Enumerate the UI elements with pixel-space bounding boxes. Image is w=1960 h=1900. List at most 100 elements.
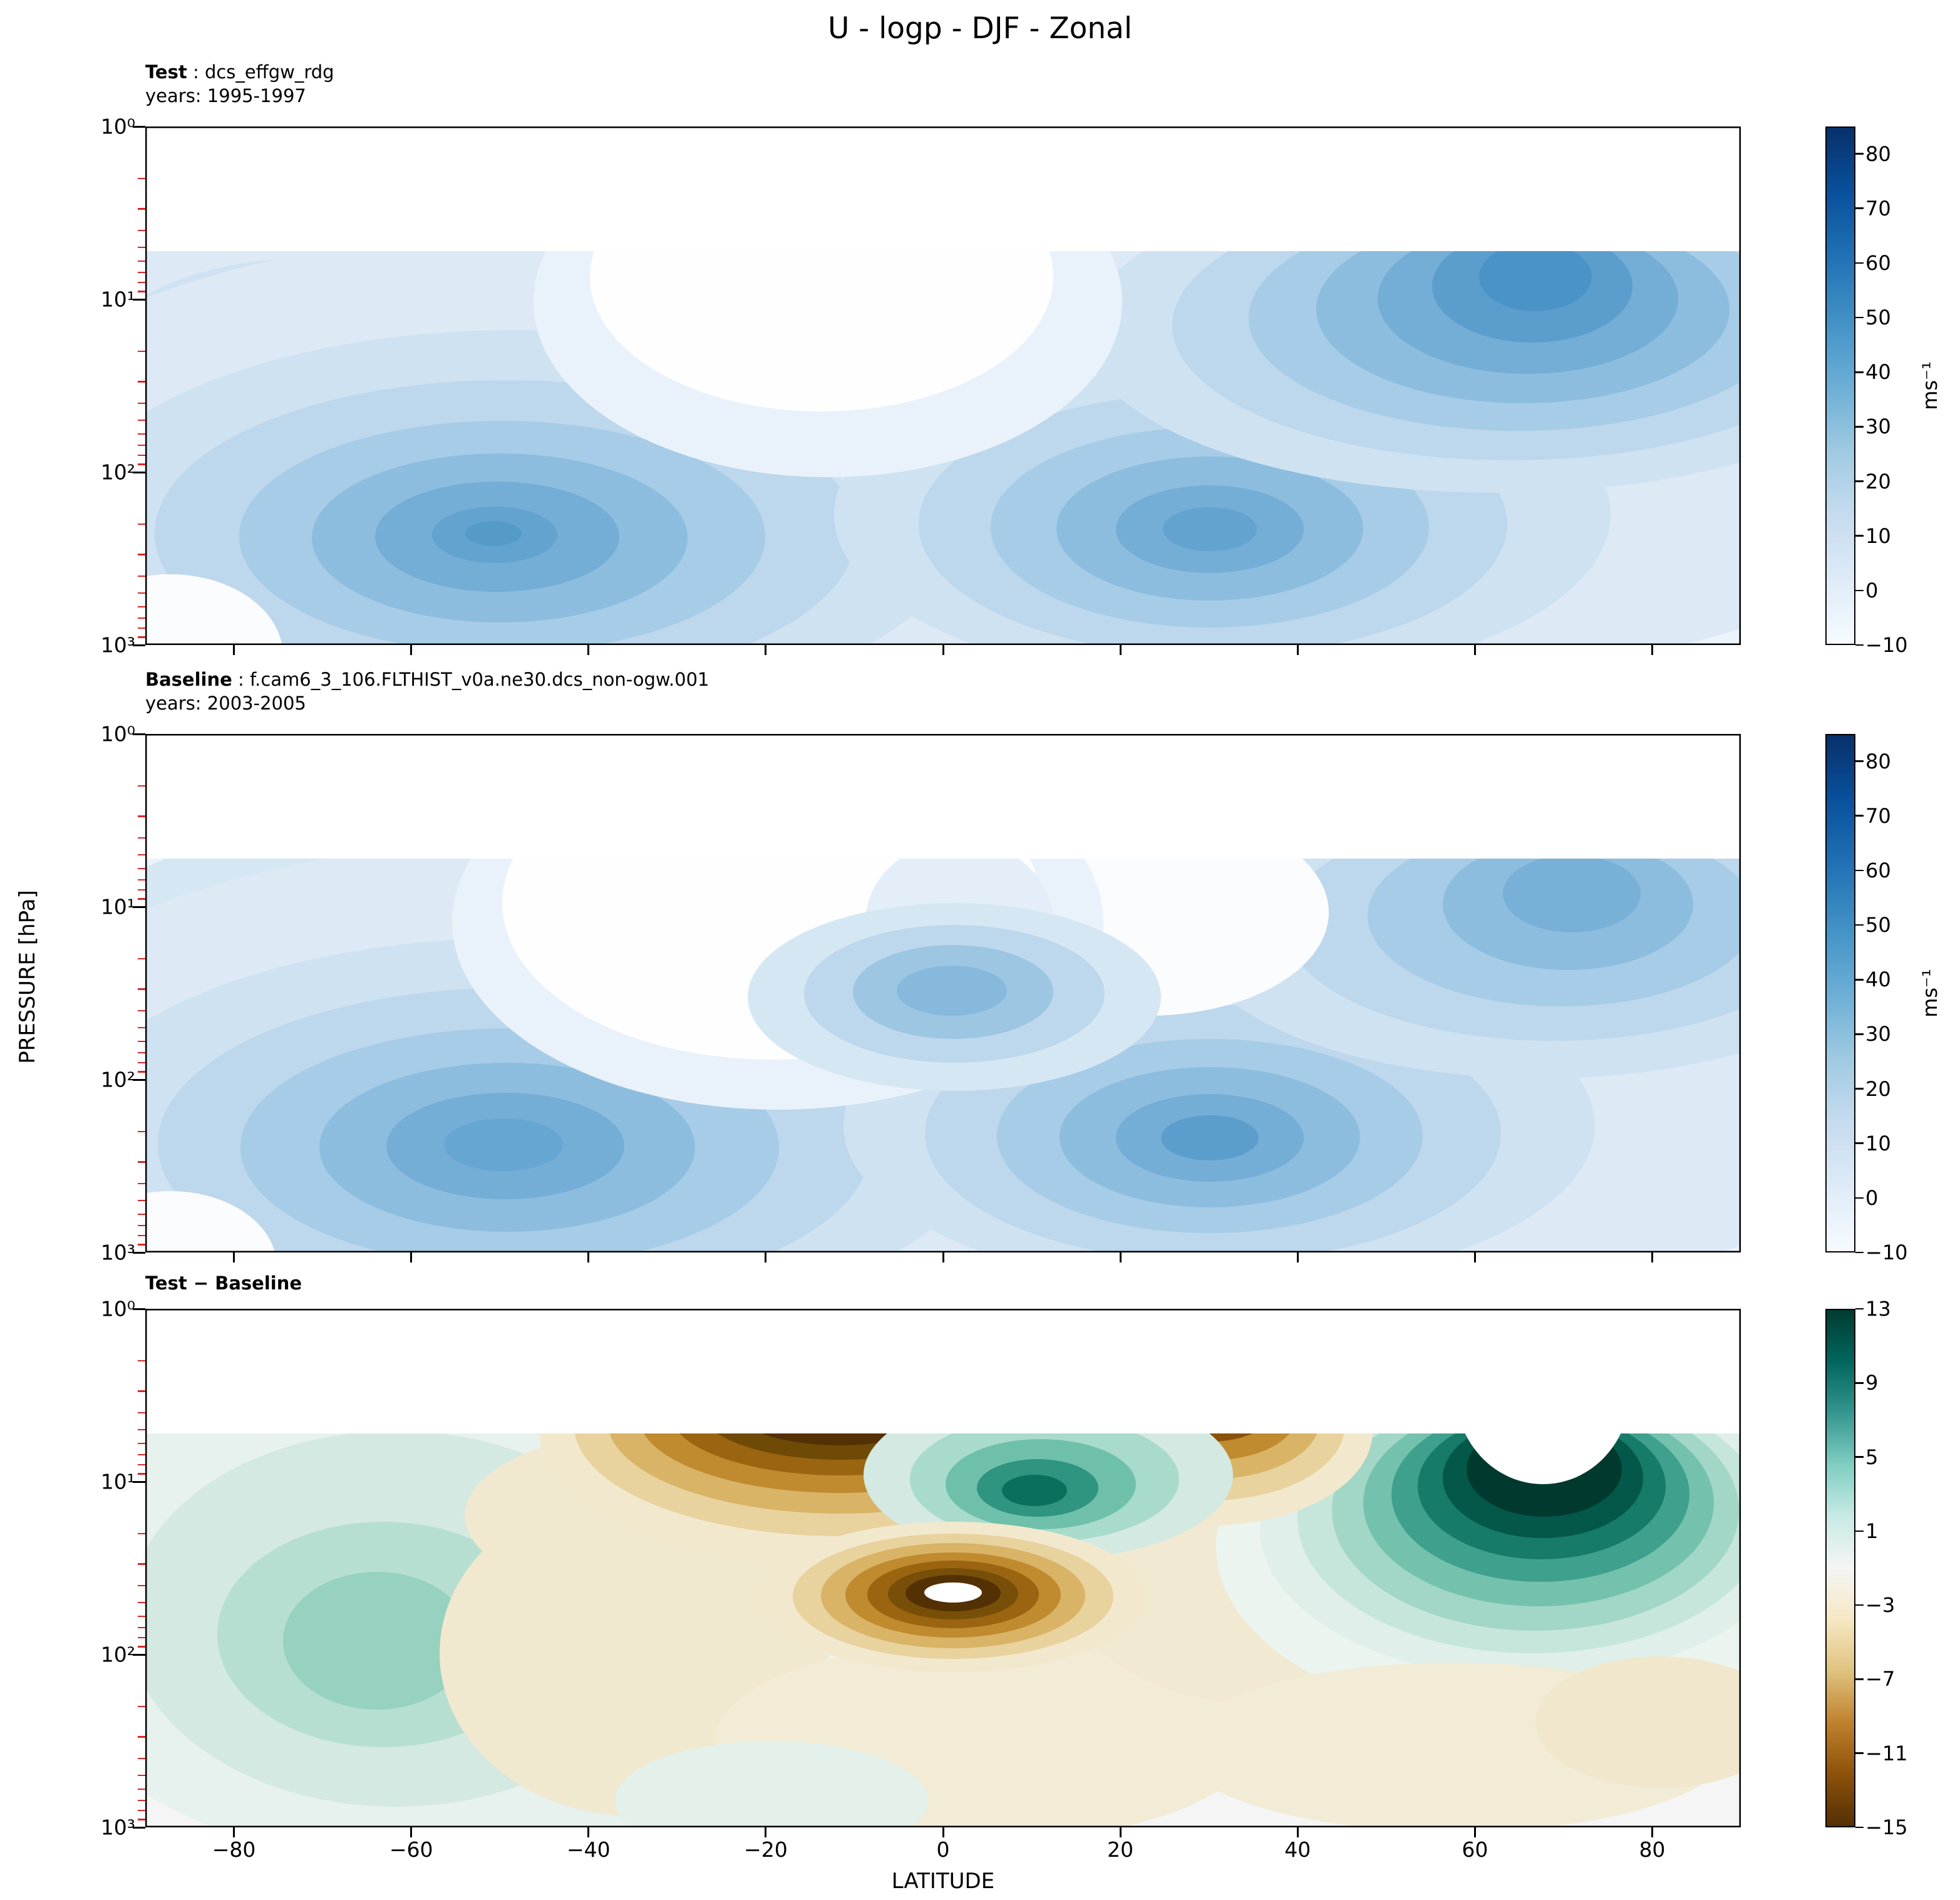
y-major-tick — [133, 906, 145, 908]
colorbar-tick — [1855, 207, 1864, 210]
y-minor-tick — [138, 988, 145, 990]
colorbar-tick — [1855, 1678, 1864, 1680]
y-minor-tick — [138, 381, 145, 383]
plot-border — [145, 1309, 1741, 1827]
colorbar-tick-label: 80 — [1865, 749, 1891, 773]
colorbar-diff — [1825, 1309, 1855, 1827]
panel-baseline-title-rest: : f.cam6_3_106.FLTHIST_v0a.ne30.dcs_non-… — [232, 669, 709, 690]
y-minor-tick — [138, 1428, 145, 1431]
bottom-center-teal — [615, 1741, 928, 1827]
corner-whites — [145, 1191, 276, 1252]
y-minor-tick — [138, 1473, 145, 1475]
y-major-tick — [133, 471, 145, 473]
y-minor-tick — [138, 291, 145, 292]
y-minor-tick — [138, 815, 145, 817]
x-tick — [765, 1827, 767, 1837]
y-tick-label: 10⁰ — [100, 1296, 135, 1321]
y-minor-tick — [138, 1788, 145, 1790]
colorbar-tick-label: −7 — [1865, 1667, 1896, 1691]
y-minor-tick — [138, 606, 145, 607]
colorbar-tick-label: 1 — [1865, 1519, 1879, 1543]
test-contour-field — [145, 126, 1741, 645]
y-minor-tick — [138, 1736, 145, 1738]
colorbar-tick — [1855, 1308, 1864, 1310]
y-tick-label: 10² — [100, 1067, 135, 1092]
y-minor-tick — [138, 1026, 145, 1029]
y-minor-tick — [138, 1627, 145, 1629]
colorbar-tick — [1855, 978, 1864, 981]
x-tick — [410, 645, 413, 655]
colorbar-tick — [1855, 1251, 1864, 1254]
x-tick — [233, 645, 235, 655]
x-tick — [587, 1827, 590, 1837]
y-minor-tick — [138, 350, 145, 353]
y-minor-tick — [138, 246, 145, 249]
y-minor-tick — [138, 402, 145, 405]
colorbar-tick — [1855, 1033, 1864, 1035]
plot-baseline — [145, 734, 1741, 1252]
colorbar-tick — [1855, 1197, 1864, 1199]
y-minor-tick — [138, 1360, 145, 1362]
colorbar-tick-label: −10 — [1865, 1241, 1908, 1264]
colorbar-tick — [1855, 262, 1864, 264]
y-major-tick — [133, 1653, 145, 1656]
colorbar-tick-label: −15 — [1865, 1815, 1908, 1839]
x-tick — [233, 1252, 235, 1262]
colorbar-tick-label: 70 — [1865, 803, 1891, 828]
nh-stratosphere-positive-teal-mass — [1216, 1433, 1741, 1722]
x-tick — [765, 1252, 767, 1262]
y-major-tick — [133, 1078, 145, 1081]
y-minor-tick — [138, 1584, 145, 1587]
y-minor-tick — [138, 1646, 145, 1648]
y-minor-tick — [138, 636, 145, 638]
x-tick — [765, 645, 767, 655]
colorbar-tick-label: 5 — [1865, 1445, 1879, 1469]
x-tick-label: −40 — [566, 1837, 611, 1862]
y-minor-tick — [138, 1705, 145, 1708]
y-minor-tick — [138, 1563, 145, 1565]
colorbar-tick-label: 30 — [1865, 415, 1891, 439]
y-minor-tick — [138, 617, 145, 619]
colorbar-tick-label: 0 — [1865, 578, 1879, 602]
x-tick — [1473, 1827, 1476, 1837]
colorbar-tick — [1855, 589, 1864, 592]
x-tick — [410, 1827, 413, 1837]
colorbar-tick — [1855, 869, 1864, 872]
y-minor-tick — [138, 1442, 145, 1444]
x-tick-label: 0 — [936, 1837, 950, 1862]
y-minor-tick — [138, 1235, 145, 1237]
y-minor-tick — [138, 1244, 145, 1246]
colorbar-test — [1825, 126, 1855, 645]
colorbar-baseline — [1825, 734, 1855, 1252]
colorbar-tick-label: −10 — [1865, 633, 1908, 657]
y-minor-tick — [138, 1810, 145, 1812]
colorbar-tick — [1855, 924, 1864, 926]
colorbar-tick-label: 40 — [1865, 968, 1891, 992]
y-minor-tick — [138, 455, 145, 457]
x-tick-label: 20 — [1107, 1837, 1134, 1862]
y-major-tick — [133, 125, 145, 128]
y-major-tick — [133, 1826, 145, 1829]
y-minor-tick — [138, 627, 145, 629]
x-tick-label: −60 — [389, 1837, 433, 1862]
tropical-easterly-gap — [534, 251, 1122, 477]
y-minor-tick — [138, 177, 145, 180]
y-minor-tick — [138, 1199, 145, 1202]
colorbar-tick — [1855, 1088, 1864, 1090]
y-minor-tick — [138, 1800, 145, 1802]
baseline-contour-field — [145, 734, 1741, 1252]
y-major-tick — [133, 1480, 145, 1483]
y-tick-label: 10¹ — [100, 1469, 135, 1494]
x-tick — [410, 1252, 413, 1262]
y-minor-tick — [138, 1009, 145, 1012]
y-minor-tick — [138, 1615, 145, 1617]
x-tick — [1473, 645, 1476, 655]
colorbar-tick-label: 20 — [1865, 469, 1891, 493]
panel-baseline-years: years: 2003-2005 — [145, 693, 306, 714]
plot-border — [145, 734, 1741, 1252]
y-minor-tick — [138, 958, 145, 960]
colorbar-tick — [1855, 1381, 1864, 1384]
colorbar-tick-label: 60 — [1865, 858, 1891, 882]
colorbar-tick — [1855, 153, 1864, 155]
colorbar-unit-test: ms⁻¹ — [1918, 361, 1942, 410]
